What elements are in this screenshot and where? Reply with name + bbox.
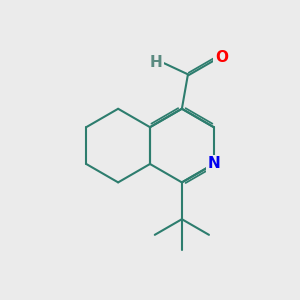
Text: O: O — [215, 50, 228, 65]
Text: N: N — [207, 157, 220, 172]
Text: H: H — [150, 55, 163, 70]
